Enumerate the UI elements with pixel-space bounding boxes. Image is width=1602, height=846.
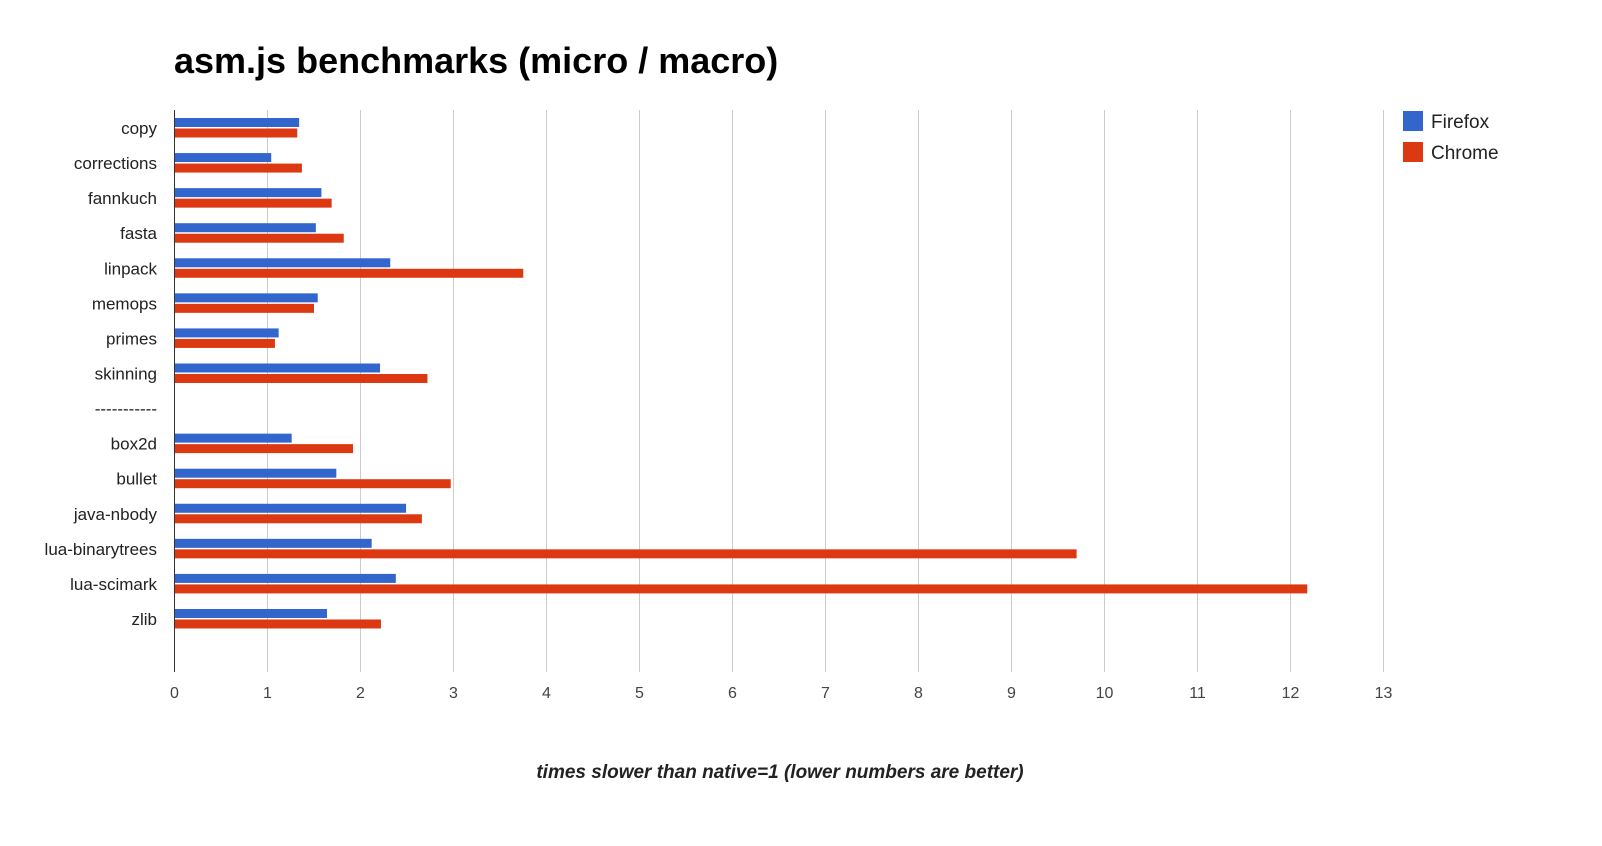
bar-firefox	[174, 118, 300, 127]
y-tick-label: -----------	[95, 400, 157, 419]
bar-chrome	[174, 338, 275, 348]
x-tick-label: 4	[542, 685, 551, 702]
y-tick-label: fannkuch	[88, 189, 157, 208]
y-tick-label: lua-binarytrees	[45, 540, 157, 559]
bar-firefox	[174, 573, 396, 583]
bar-firefox	[174, 328, 279, 338]
bar-firefox	[174, 538, 372, 548]
bar-firefox	[174, 223, 316, 233]
x-tick-label: 2	[356, 685, 365, 702]
y-tick-label: primes	[106, 329, 157, 348]
y-tick-label: linpack	[104, 259, 157, 278]
y-tick-label: fasta	[120, 224, 157, 243]
bar-chrome	[174, 549, 1077, 559]
x-tick-label: 10	[1096, 685, 1114, 702]
y-tick-label: java-nbody	[73, 505, 158, 524]
x-tick-label: 6	[728, 685, 737, 702]
bar-chrome	[174, 373, 428, 383]
bar-chrome	[174, 444, 354, 454]
legend: Firefox Chrome	[1403, 111, 1499, 164]
legend-label: Chrome	[1431, 143, 1499, 164]
legend-label: Firefox	[1431, 112, 1490, 133]
x-tick-label: 0	[170, 685, 179, 702]
bar-chrome	[174, 233, 344, 243]
x-tick-label: 5	[635, 685, 644, 702]
x-tick-label: 8	[914, 685, 923, 702]
bar-chrome	[174, 268, 524, 278]
bar-firefox	[174, 503, 407, 513]
x-tick-label: 13	[1375, 685, 1393, 702]
x-tick-label: 3	[449, 685, 458, 702]
y-tick-label: corrections	[74, 154, 157, 173]
x-tick-label: 11	[1189, 685, 1206, 702]
y-tick-label: memops	[92, 294, 157, 313]
legend-swatch	[1403, 111, 1423, 131]
x-tick-label: 7	[821, 685, 830, 702]
bar-chrome	[174, 514, 422, 524]
bar-firefox	[174, 608, 328, 618]
y-tick-label: zlib	[131, 610, 157, 629]
bar-chrome	[174, 479, 451, 489]
y-tick-label: lua-scimark	[70, 575, 157, 594]
y-tick-label: box2d	[111, 435, 157, 454]
x-axis-label: times slower than native=1 (lower number…	[536, 762, 1024, 783]
bar-firefox	[174, 468, 337, 478]
bar-firefox	[174, 188, 322, 198]
y-tick-label: bullet	[116, 470, 157, 489]
x-tick-label: 9	[1007, 685, 1016, 702]
bars	[174, 118, 1308, 629]
bar-chrome	[174, 619, 381, 629]
bar-firefox	[174, 433, 292, 443]
bar-firefox	[174, 363, 381, 373]
bar-chrome	[174, 303, 314, 313]
chart-title: asm.js benchmarks (micro / macro)	[174, 40, 779, 81]
bar-chrome	[174, 584, 1308, 594]
bar-chrome	[174, 128, 298, 138]
y-tick-label: skinning	[95, 364, 157, 383]
bar-chrome	[174, 198, 332, 208]
legend-swatch	[1403, 142, 1423, 162]
y-tick-label: copy	[121, 119, 157, 138]
axes: 0 1 2 3 4 5 6 7 8 9 10 11 12 13copycorrectionsfannkuc…	[45, 110, 1393, 702]
bar-firefox	[174, 153, 272, 163]
bar-chrome	[174, 163, 302, 173]
x-tick-label: 12	[1282, 685, 1300, 702]
grid-lines	[267, 110, 1384, 672]
x-tick-label: 1	[263, 685, 272, 702]
bar-firefox	[174, 258, 391, 268]
bar-firefox	[174, 293, 318, 303]
